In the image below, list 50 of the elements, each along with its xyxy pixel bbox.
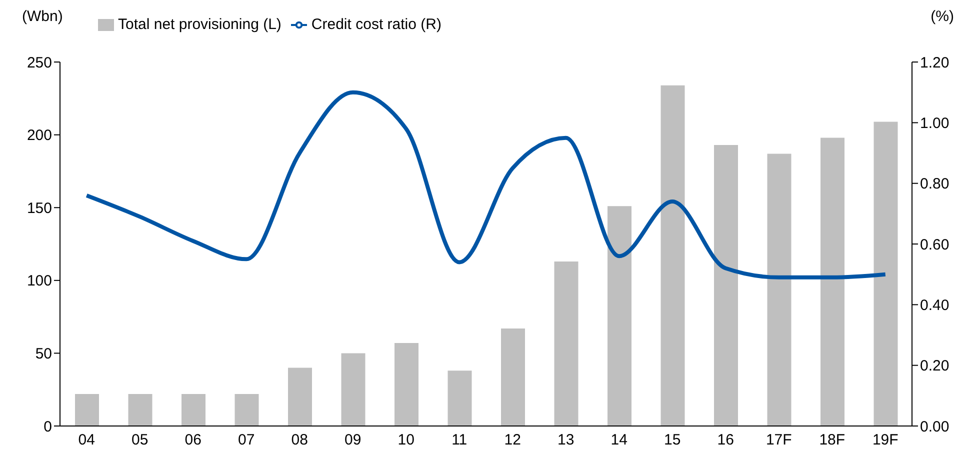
bar xyxy=(501,328,525,426)
x-tick-label: 14 xyxy=(610,432,628,449)
y-tick-label: 50 xyxy=(35,346,52,363)
bar xyxy=(448,370,472,426)
y-tick-label: 200 xyxy=(26,127,52,144)
bar xyxy=(128,394,152,426)
bar xyxy=(182,394,206,426)
x-tick-label: 17F xyxy=(766,432,792,449)
x-tick-label: 06 xyxy=(184,432,202,449)
bar xyxy=(341,353,366,426)
y2-axis-title: (%) xyxy=(930,8,954,25)
x-tick-label: 13 xyxy=(558,432,574,449)
x-tick-label: 05 xyxy=(132,432,148,449)
line-series xyxy=(84,90,888,280)
legend-label: Credit cost ratio (R) xyxy=(311,16,442,33)
y2-tick-label: 0.00 xyxy=(920,418,950,436)
x-tick-label: 07 xyxy=(238,432,255,449)
y-tick-label: 150 xyxy=(26,200,52,217)
bar xyxy=(394,343,418,426)
y2-tick-label: 0.60 xyxy=(920,236,950,254)
y-axis-title: (Wbn) xyxy=(22,8,63,25)
bar xyxy=(288,368,312,426)
bar xyxy=(75,394,99,426)
x-tick-label: 18F xyxy=(819,432,846,449)
bar xyxy=(234,394,259,426)
x-tick-label: 08 xyxy=(291,432,308,449)
y2-tick-label: 1.00 xyxy=(920,115,950,132)
bar xyxy=(767,154,792,426)
x-tick-label: 15 xyxy=(664,432,681,449)
bar xyxy=(660,85,685,426)
x-tick-label: 11 xyxy=(452,432,468,449)
x-tick-label: 10 xyxy=(398,432,414,449)
x-tick-label: 12 xyxy=(504,432,521,449)
y-tick-label: 250 xyxy=(26,54,52,72)
y-tick-label: 0 xyxy=(44,418,52,436)
x-tick-label: 16 xyxy=(717,432,734,449)
bar xyxy=(820,138,844,426)
y2-tick-label: 0.40 xyxy=(920,297,950,314)
x-tick-label: 19F xyxy=(872,432,898,449)
legend-label: Total net provisioning (L) xyxy=(118,16,282,33)
y2-tick-label: 0.20 xyxy=(920,358,950,375)
bar xyxy=(874,122,898,426)
bar xyxy=(608,206,632,426)
bar xyxy=(714,145,738,426)
x-tick-label: 09 xyxy=(344,432,362,449)
y2-tick-label: 0.80 xyxy=(920,176,950,193)
x-tick-label: 04 xyxy=(78,432,95,449)
y-tick-label: 100 xyxy=(26,272,52,290)
bar xyxy=(554,261,578,426)
y2-tick-label: 1.20 xyxy=(920,54,950,72)
